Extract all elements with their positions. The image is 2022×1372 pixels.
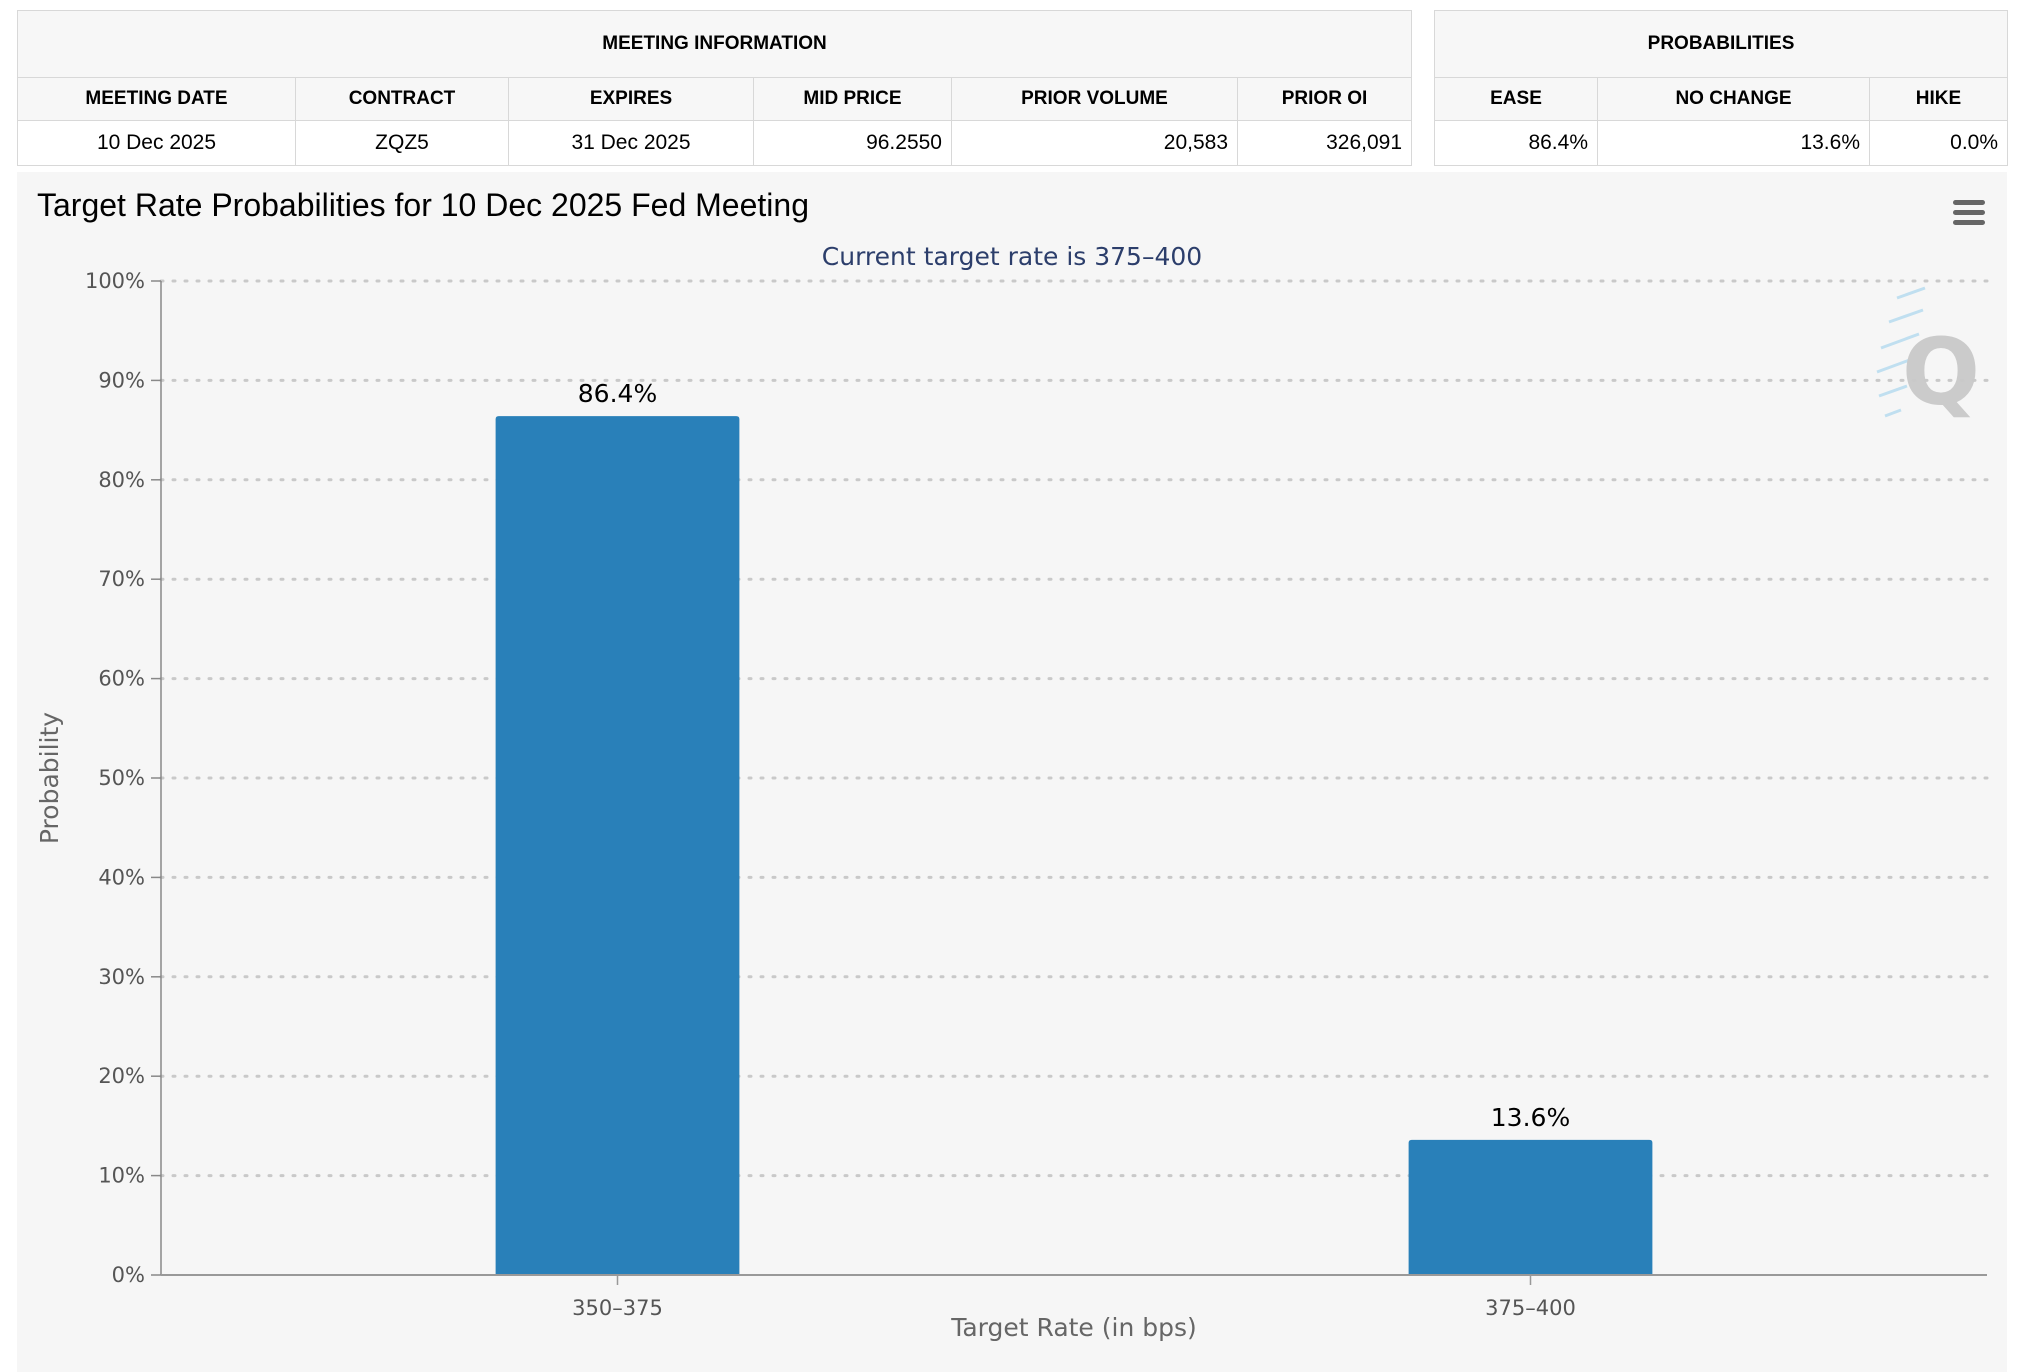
meeting-information-table: MEETING INFORMATION MEETING DATE CONTRAC… <box>16 10 1413 166</box>
meeting-information-heading: MEETING INFORMATION <box>16 10 1413 78</box>
prior-oi-cell: 326,091 <box>1236 120 1413 166</box>
chart-subtitle: Current target rate is 375–400 <box>822 242 1202 271</box>
contract-header: CONTRACT <box>295 77 509 121</box>
bar[interactable] <box>495 416 740 1275</box>
probability-chart: Target Rate Probabilities for 10 Dec 202… <box>35 187 1989 1342</box>
y-tick-label: 0% <box>112 1263 145 1287</box>
prior-oi-header: PRIOR OI <box>1236 77 1413 121</box>
contract-cell: ZQZ5 <box>295 120 509 166</box>
no-change-cell: 13.6% <box>1597 120 1870 166</box>
expires-cell: 31 Dec 2025 <box>508 120 754 166</box>
y-tick-label: 80% <box>98 468 145 492</box>
y-tick-label: 50% <box>98 766 145 790</box>
prior-volume-cell: 20,583 <box>951 120 1238 166</box>
ease-header: EASE <box>1434 77 1598 121</box>
y-tick-label: 70% <box>98 567 145 591</box>
hamburger-menu-icon[interactable] <box>1949 196 1989 230</box>
prior-volume-header: PRIOR VOLUME <box>951 77 1238 121</box>
y-tick-label: 10% <box>98 1164 145 1188</box>
q-logo-icon: Q <box>1876 286 1980 426</box>
hike-header: HIKE <box>1868 77 2009 121</box>
mid-price-cell: 96.2550 <box>753 120 952 166</box>
svg-text:Q: Q <box>1902 319 1980 426</box>
ease-cell: 86.4% <box>1434 120 1598 166</box>
bar[interactable] <box>1408 1139 1653 1275</box>
table-row: 10 Dec 2025 ZQZ5 31 Dec 2025 96.2550 20,… <box>17 120 1413 166</box>
y-axis-title: Probability <box>35 712 64 844</box>
y-tick-label: 20% <box>98 1064 145 1088</box>
y-tick-label: 60% <box>98 667 145 691</box>
x-tick-label: 350–375 <box>572 1296 663 1320</box>
y-tick-label: 100% <box>85 269 145 293</box>
probabilities-heading: PROBABILITIES <box>1433 10 2009 78</box>
bar-data-label: 13.6% <box>1491 1103 1570 1132</box>
expires-header: EXPIRES <box>508 77 754 121</box>
meeting-date-cell: 10 Dec 2025 <box>17 120 296 166</box>
hike-cell: 0.0% <box>1868 120 2009 166</box>
y-tick-label: 30% <box>98 965 145 989</box>
x-tick-label: 375–400 <box>1485 1296 1576 1320</box>
bar-data-label: 86.4% <box>578 379 657 408</box>
table-row: 86.4% 13.6% 0.0% <box>1434 120 2009 166</box>
meeting-date-header: MEETING DATE <box>17 77 296 121</box>
y-tick-label: 90% <box>98 368 145 392</box>
no-change-header: NO CHANGE <box>1597 77 1870 121</box>
y-tick-label: 40% <box>98 865 145 889</box>
chart-title: Target Rate Probabilities for 10 Dec 202… <box>37 187 809 223</box>
probabilities-table: PROBABILITIES EASE NO CHANGE HIKE 86.4% … <box>1433 10 2009 166</box>
x-axis-title: Target Rate (in bps) <box>950 1313 1197 1342</box>
chart-panel: Target Rate Probabilities for 10 Dec 202… <box>17 172 2007 1372</box>
mid-price-header: MID PRICE <box>753 77 952 121</box>
